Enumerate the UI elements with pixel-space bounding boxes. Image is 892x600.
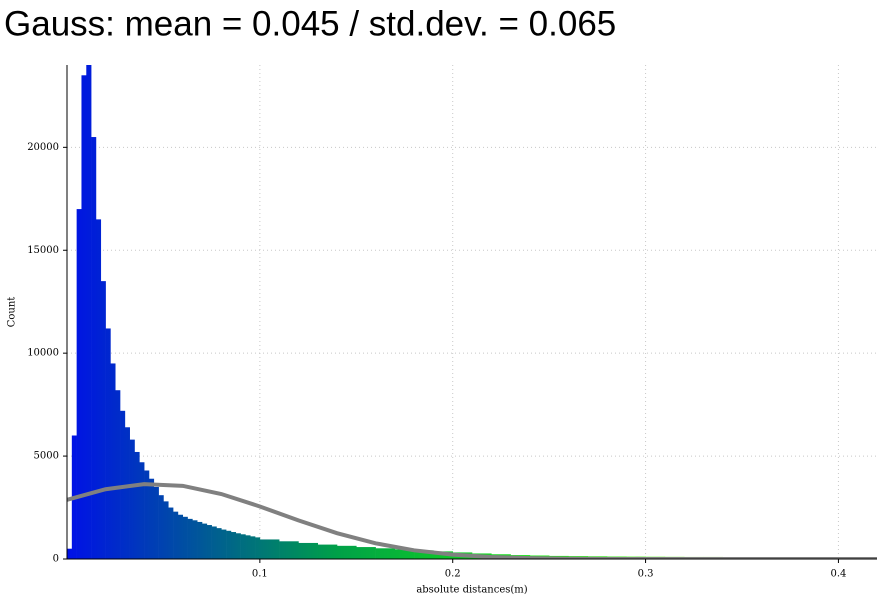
y-tick-label: 5000 xyxy=(34,451,59,462)
histogram-bar xyxy=(100,281,106,559)
histogram-bar xyxy=(95,219,102,559)
histogram-bar xyxy=(337,545,357,559)
histogram-bar xyxy=(216,528,222,559)
histogram-bar xyxy=(375,548,396,559)
histogram-bar xyxy=(91,137,97,559)
histogram-bar xyxy=(115,390,121,559)
histogram-bar xyxy=(182,516,188,559)
histogram-bar xyxy=(187,518,193,559)
x-tick-label: 0.2 xyxy=(445,569,461,580)
x-tick-label: 0.1 xyxy=(252,569,268,580)
histogram-bar xyxy=(153,486,159,559)
histogram-bar xyxy=(76,209,82,559)
histogram-bar xyxy=(124,427,130,559)
gauss-curve-group xyxy=(67,482,877,559)
histogram-bar xyxy=(202,523,208,559)
histogram-bar xyxy=(105,328,111,559)
histogram-bar xyxy=(240,534,246,559)
axes: 0 5000 10000 15000 20000 0.1 0.2 0.3 0.4 xyxy=(27,65,877,580)
histogram-bar xyxy=(168,507,174,559)
histogram-bar xyxy=(259,539,280,559)
y-tick-label: 10000 xyxy=(27,348,59,359)
histogram-bar xyxy=(134,451,140,559)
histogram-bar xyxy=(279,541,299,559)
x-tick-label: 0.3 xyxy=(638,569,654,580)
histogram-bar xyxy=(86,65,92,559)
histogram-bar xyxy=(163,501,169,559)
histogram-bar xyxy=(211,526,217,559)
histogram-bar xyxy=(298,542,319,559)
gauss-curve xyxy=(67,482,877,559)
histogram-bar xyxy=(139,462,145,559)
y-tick-label: 20000 xyxy=(27,142,59,153)
histogram-bar xyxy=(110,363,116,559)
histogram-bar xyxy=(230,532,237,559)
histogram-bar xyxy=(317,544,338,559)
histogram-bar xyxy=(226,530,232,559)
histogram-bar xyxy=(81,75,87,559)
grid xyxy=(67,65,877,560)
histogram-bar xyxy=(250,536,256,559)
histogram-bar xyxy=(177,514,184,559)
histogram xyxy=(67,65,877,559)
x-axis-label: absolute distances(m) xyxy=(416,585,527,596)
y-axis-label: Count xyxy=(7,297,18,328)
y-tick-label: 0 xyxy=(53,554,59,565)
histogram-bar xyxy=(67,548,73,559)
histogram-bar xyxy=(394,549,415,559)
histogram-bar xyxy=(173,511,179,559)
histogram-bar xyxy=(206,525,212,559)
histogram-bar xyxy=(129,439,135,559)
histogram-bar xyxy=(356,547,376,559)
histogram-bar xyxy=(197,521,203,559)
histogram-bar xyxy=(158,495,164,559)
histogram-bar xyxy=(148,478,155,559)
histogram-bar xyxy=(221,529,227,559)
histogram-bar xyxy=(414,550,434,559)
chart-title: Gauss: mean = 0.045 / std.dev. = 0.065 xyxy=(4,4,616,43)
x-tick-label: 0.4 xyxy=(830,569,846,580)
histogram-bar xyxy=(120,410,126,559)
y-tick-label: 15000 xyxy=(27,245,59,256)
histogram-bar xyxy=(144,470,150,559)
histogram-bar xyxy=(192,520,198,559)
histogram-bar xyxy=(255,537,261,559)
histogram-bar xyxy=(245,535,251,559)
histogram-bar xyxy=(235,533,241,559)
